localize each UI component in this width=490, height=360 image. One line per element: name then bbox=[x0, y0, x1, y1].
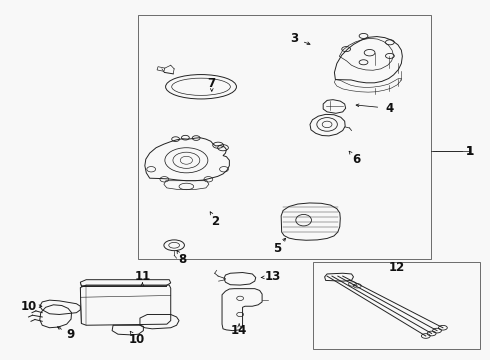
Text: 3: 3 bbox=[290, 32, 298, 45]
Text: 14: 14 bbox=[231, 324, 247, 337]
Text: 2: 2 bbox=[212, 215, 220, 228]
Text: 9: 9 bbox=[67, 328, 74, 341]
Text: 7: 7 bbox=[208, 77, 216, 90]
Text: 12: 12 bbox=[389, 261, 405, 274]
Bar bbox=[138, 15, 431, 259]
Text: 1: 1 bbox=[466, 145, 474, 158]
Text: 6: 6 bbox=[352, 153, 360, 166]
Text: 1: 1 bbox=[466, 145, 474, 158]
Text: 11: 11 bbox=[134, 270, 150, 283]
Text: 10: 10 bbox=[21, 300, 37, 313]
Text: 8: 8 bbox=[178, 253, 187, 266]
Text: 10: 10 bbox=[128, 333, 145, 346]
Text: 13: 13 bbox=[265, 270, 281, 283]
Text: 4: 4 bbox=[385, 102, 393, 115]
Text: 5: 5 bbox=[272, 242, 281, 255]
Bar bbox=[314, 262, 480, 348]
